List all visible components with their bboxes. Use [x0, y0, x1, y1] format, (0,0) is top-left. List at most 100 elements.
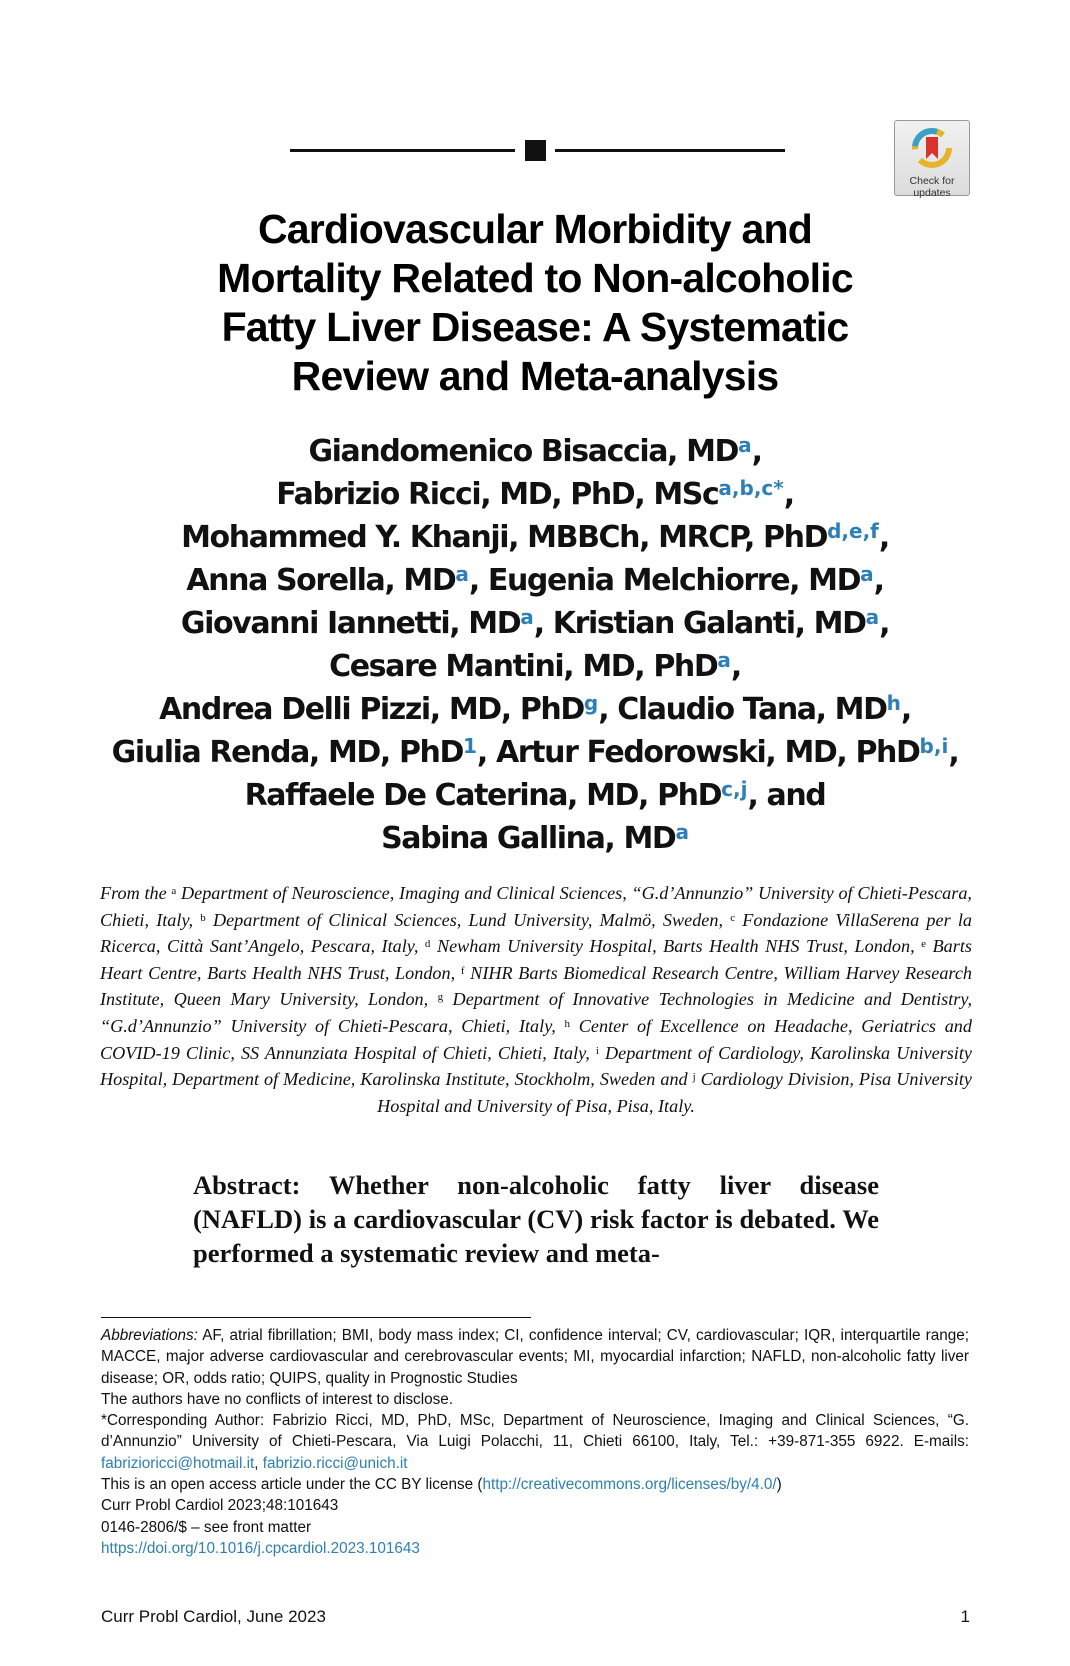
affiliation-marker: a	[171, 885, 177, 897]
affiliation-marker[interactable]: d,e,f	[827, 519, 879, 543]
author-line: Giandomenico Bisaccia, MDa,	[60, 430, 1010, 473]
affiliation-text: Department of Clinical Sciences, Lund Un…	[205, 909, 731, 930]
affiliation-marker: h	[564, 1017, 571, 1030]
affiliation-marker: f	[460, 964, 465, 977]
author-line: Giulia Renda, MD, PhD1, Artur Fedorowski…	[60, 731, 1010, 774]
author-text: Giulia Renda, MD, PhD	[111, 735, 465, 770]
author-text: ,	[730, 649, 742, 684]
email-link-1[interactable]: fabrizioricci@hotmail.it	[101, 1454, 255, 1472]
affiliation-marker[interactable]: a	[520, 605, 534, 629]
author-text: Sabina Gallina, MD	[381, 821, 677, 856]
author-line: Raffaele De Caterina, MD, PhDc,j, and	[60, 774, 1010, 817]
affiliation-marker[interactable]: a	[717, 648, 731, 672]
affiliation-text: Department of Neuroscience, Imaging and …	[100, 883, 972, 930]
abbreviations-label: Abbreviations:	[101, 1327, 198, 1344]
affiliation-marker[interactable]: 1	[463, 734, 477, 758]
page-number: 1	[960, 1607, 970, 1626]
author-text: , Kristian Galanti, MD	[533, 606, 867, 641]
header-rule-left	[290, 149, 515, 152]
author-line: Cesare Mantini, MD, PhDa,	[60, 645, 1010, 688]
article-title: Cardiovascular Morbidity and Mortality R…	[95, 205, 975, 401]
author-text: ,	[948, 735, 959, 770]
affiliation-text: NIHR Barts Biomedical Research Centre, W…	[100, 962, 972, 1010]
affiliation-marker[interactable]: a	[865, 605, 880, 629]
author-text: Giovanni Iannetti, MD	[180, 606, 522, 641]
affiliation-marker: g	[437, 991, 444, 1004]
affiliation-text: From the	[100, 883, 172, 903]
affiliation-text: Center of Excellence on Headache, Geriat…	[100, 1015, 972, 1063]
author-text: Andrea Delli Pizzi, MD, PhD	[159, 692, 585, 727]
corresponding-author-note: *Corresponding Author: Fabrizio Ricci, M…	[101, 1410, 969, 1474]
corresponding-text: *Corresponding Author: Fabrizio Ricci, M…	[101, 1412, 969, 1451]
header-rule-right	[555, 149, 785, 152]
affiliation-marker[interactable]: h	[886, 691, 901, 715]
journal-reference: Curr Probl Cardiol 2023;48:101643	[101, 1497, 339, 1515]
issn-note: 0146-2806/$ – see front matter	[101, 1518, 312, 1536]
abbreviations-note: Abbreviations: AF, atrial fibrillation; …	[101, 1325, 969, 1389]
author-text: Anna Sorella, MD	[186, 563, 456, 598]
license-note: This is an open access article under the…	[101, 1474, 969, 1495]
author-text: ,	[878, 520, 890, 555]
affiliation-marker: c	[730, 911, 736, 924]
author-text: ,	[873, 563, 885, 598]
author-line: Giovanni Iannetti, MDa, Kristian Galanti…	[60, 602, 1010, 645]
license-close: )	[776, 1476, 782, 1494]
affiliation-marker: i	[595, 1044, 599, 1057]
affiliation-marker: e	[921, 938, 927, 951]
author-list: Giandomenico Bisaccia, MDa, Fabrizio Ricc…	[60, 430, 1010, 860]
conflicts-note: The authors have no conflicts of interes…	[101, 1390, 454, 1408]
title-line: Cardiovascular Morbidity and	[257, 206, 813, 252]
license-link[interactable]: http://creativecommons.org/licenses/by/4…	[482, 1476, 777, 1494]
author-line: Andrea Delli Pizzi, MD, PhDg, Claudio Ta…	[60, 688, 1010, 731]
title-line: Fatty Liver Disease: A Systematic	[221, 304, 850, 350]
author-text: Mohammed Y. Khanji, MBBCh, MRCP, PhD	[181, 520, 828, 555]
author-line: Anna Sorella, MDa, Eugenia Melchiorre, M…	[60, 559, 1010, 602]
affiliation-marker[interactable]: g	[583, 691, 599, 715]
author-text: Raffaele De Caterina, MD, PhD	[244, 778, 723, 813]
affiliation-text: Newham University Hospital, Barts Health…	[430, 936, 922, 957]
email-link-2[interactable]: fabrizio.ricci@unich.it	[262, 1454, 408, 1472]
running-footer: Curr Probl Cardiol, June 2023	[101, 1607, 326, 1626]
affiliation-marker: j	[692, 1071, 696, 1084]
affiliation-marker[interactable]: b,i	[919, 734, 949, 758]
doi-link[interactable]: https://doi.org/10.1016/j.cpcardiol.2023…	[101, 1539, 420, 1557]
author-text: ,	[879, 606, 890, 641]
affiliation-text: Department of Innovative Technologies in…	[100, 989, 973, 1036]
title-line: Mortality Related to Non-alcoholic	[217, 255, 853, 301]
affiliation-marker[interactable]: a	[675, 820, 689, 844]
author-line: Fabrizio Ricci, MD, PhD, MSca,b,c*,	[60, 473, 1010, 516]
check-for-updates-badge[interactable]: Check for updates	[894, 120, 970, 199]
affiliation-marker[interactable]: a,b,c*	[718, 476, 784, 500]
author-text: Cesare Mantini, MD, PhD	[329, 649, 719, 684]
author-line: Mohammed Y. Khanji, MBBCh, MRCP, PhDd,e,…	[60, 516, 1010, 559]
author-text: Fabrizio Ricci, MD, PhD, MSc	[276, 477, 720, 512]
affiliation-marker: d	[424, 938, 431, 951]
author-text: ,	[783, 477, 795, 512]
affiliation-marker: b	[200, 911, 206, 924]
license-text: This is an open access article under the…	[101, 1476, 483, 1494]
crossmark-icon	[912, 128, 952, 168]
email-separator: ,	[254, 1454, 263, 1472]
author-text: ,	[751, 434, 763, 469]
footnote-rule	[101, 1317, 531, 1318]
author-text: , Claudio Tana, MD	[598, 692, 888, 727]
author-text: , and	[747, 778, 826, 813]
affiliation-text: Cardiology Division, Pisa University Hos…	[377, 1069, 972, 1116]
title-line: Review and Meta-analysis	[291, 353, 779, 399]
header-rule-square	[525, 140, 546, 161]
badge-line-2: updates	[913, 187, 951, 199]
affiliation-marker[interactable]: c,j	[721, 777, 748, 801]
affiliation-text: Department of Cardiology, Karolinska Uni…	[100, 1042, 972, 1090]
author-text: ,	[900, 692, 912, 727]
affiliation-marker[interactable]: a	[455, 562, 469, 586]
abbreviations-text: AF, atrial fibrillation; BMI, body mass …	[101, 1327, 969, 1387]
affiliation-marker[interactable]: a	[738, 433, 752, 457]
badge-line-1: Check for	[909, 175, 955, 187]
author-text: Giandomenico Bisaccia, MD	[308, 434, 739, 469]
affiliation-marker[interactable]: a	[860, 562, 874, 586]
affiliation-text: Barts Heart Centre, Barts Health NHS Tru…	[100, 936, 972, 983]
affiliations: From the a Department of Neuroscience, I…	[100, 880, 972, 1119]
author-line: Sabina Gallina, MDa	[60, 817, 1010, 860]
affiliation-text: Fondazione VillaSerena per la Ricerca, C…	[100, 909, 973, 957]
